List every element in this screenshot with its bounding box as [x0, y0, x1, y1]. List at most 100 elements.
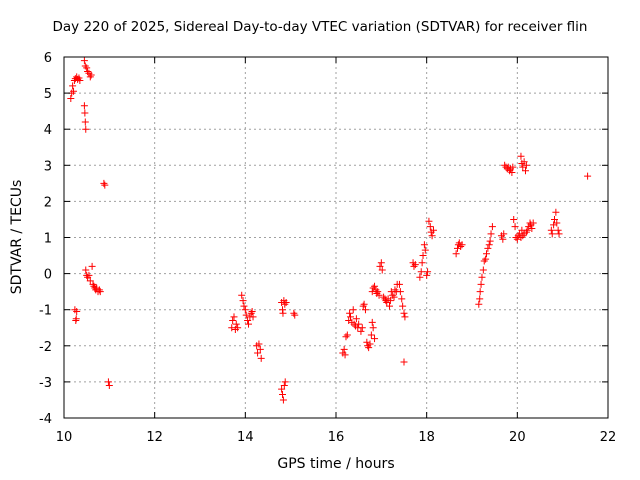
y-tick-label: 0: [44, 268, 52, 283]
data-point: [343, 331, 351, 339]
data-point: [248, 308, 256, 316]
data-point: [488, 223, 496, 231]
data-point: [82, 266, 90, 274]
data-point: [281, 300, 289, 308]
data-point: [552, 208, 560, 216]
x-tick-label: 12: [146, 430, 163, 445]
data-point: [95, 286, 103, 294]
data-point: [359, 302, 367, 310]
data-point: [342, 333, 350, 341]
data-point: [83, 64, 91, 72]
x-tick-label: 14: [237, 430, 254, 445]
data-point: [452, 250, 460, 258]
data-point: [482, 255, 490, 263]
data-point: [477, 280, 485, 288]
data-point: [416, 273, 424, 281]
data-point: [241, 306, 249, 314]
data-point: [555, 230, 563, 238]
data-point: [86, 73, 94, 81]
data-point: [234, 324, 242, 332]
data-point: [104, 378, 112, 386]
data-point: [550, 221, 558, 229]
data-point: [81, 62, 89, 70]
data-point: [410, 262, 418, 270]
data-point: [457, 243, 465, 251]
data-point: [84, 67, 92, 75]
data-point: [396, 288, 404, 296]
data-point: [346, 309, 354, 317]
data-point: [80, 57, 88, 65]
y-tick-label: 4: [44, 123, 52, 138]
data-point: [500, 230, 508, 238]
data-point: [247, 309, 255, 317]
data-point: [279, 309, 287, 317]
data-point: [485, 241, 493, 249]
data-point: [96, 288, 104, 296]
data-point: [453, 244, 461, 252]
chart-title: Day 220 of 2025, Sidereal Day-to-day VTE…: [52, 19, 588, 35]
y-axis-label: SDTVAR / TECUs: [9, 179, 25, 295]
y-tick-label: 6: [44, 51, 52, 66]
data-point: [400, 309, 408, 317]
data-point: [279, 396, 287, 404]
data-point: [483, 250, 491, 258]
y-tick-label: -3: [39, 376, 52, 391]
data-point: [523, 226, 531, 234]
y-tick-label: -2: [39, 340, 52, 355]
data-point: [249, 313, 257, 321]
data-point: [428, 232, 436, 240]
data-point: [340, 345, 348, 353]
data-point: [88, 262, 96, 270]
data-point: [479, 266, 487, 274]
data-point: [349, 306, 357, 314]
data-point: [383, 298, 391, 306]
data-point: [421, 246, 429, 254]
data-point: [522, 161, 530, 169]
x-tick-label: 22: [600, 430, 617, 445]
data-point: [369, 324, 377, 332]
data-point: [245, 320, 253, 328]
data-point: [476, 295, 484, 303]
data-point: [279, 391, 287, 399]
data-point: [519, 232, 527, 240]
data-point: [499, 235, 507, 243]
data-point: [347, 313, 355, 321]
data-point: [244, 317, 252, 325]
x-tick-label: 10: [56, 430, 73, 445]
data-point: [360, 300, 368, 308]
data-point: [84, 273, 92, 281]
data-point: [391, 286, 399, 294]
data-point: [81, 118, 89, 126]
data-point: [229, 317, 237, 325]
data-point: [281, 378, 289, 386]
data-point: [368, 318, 376, 326]
data-point: [389, 291, 397, 299]
data-point: [105, 382, 113, 390]
y-tick-label: 2: [44, 195, 52, 210]
data-point: [425, 217, 433, 225]
data-point: [355, 320, 363, 328]
data-point: [522, 228, 530, 236]
axis-ticks: [63, 56, 609, 419]
data-point: [509, 163, 517, 171]
data-point: [401, 313, 409, 321]
data-point: [345, 317, 353, 325]
data-point: [67, 95, 75, 103]
data-point: [548, 230, 556, 238]
data-point: [547, 226, 555, 234]
data-point: [513, 235, 521, 243]
data-point: [371, 282, 379, 290]
data-point: [81, 109, 89, 117]
data-point: [70, 87, 78, 95]
data-point: [520, 158, 528, 166]
data-point: [228, 324, 236, 332]
data-point: [508, 169, 516, 177]
data-point: [377, 259, 385, 267]
data-point: [363, 338, 371, 346]
grid-lines: [64, 57, 608, 418]
data-point: [475, 300, 483, 308]
y-tick-label: 1: [44, 232, 52, 247]
data-point: [380, 293, 388, 301]
